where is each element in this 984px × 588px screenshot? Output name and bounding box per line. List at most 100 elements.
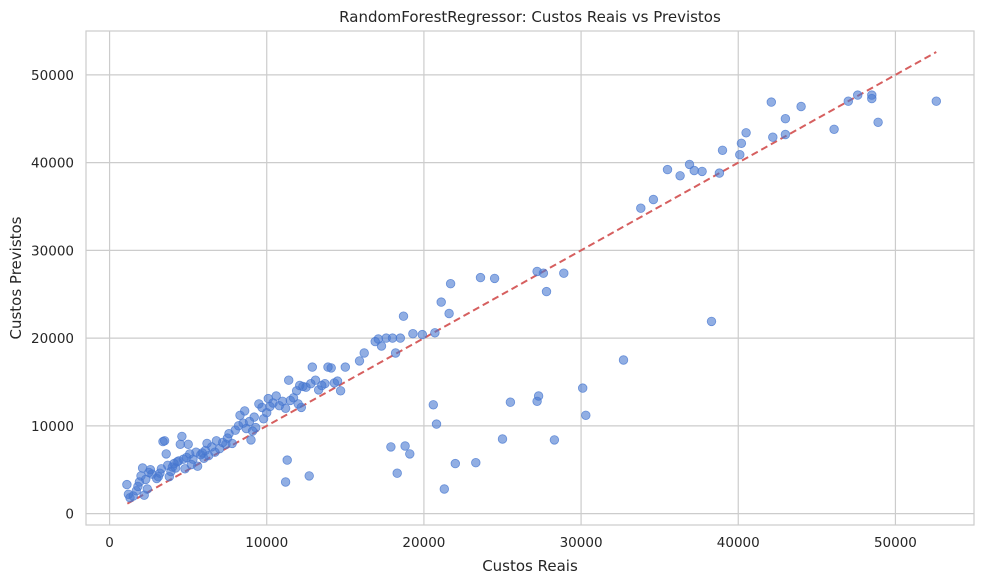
data-point	[768, 132, 778, 142]
data-point	[867, 93, 877, 104]
data-point	[581, 410, 591, 421]
y-tick-labels: 0 10000 20000 30000 40000 50000	[31, 68, 74, 523]
data-point	[392, 468, 402, 478]
data-point	[246, 435, 256, 445]
data-point	[332, 376, 343, 386]
y-tick-label: 20000	[31, 331, 74, 347]
data-point	[445, 279, 456, 289]
data-point	[227, 438, 237, 449]
data-point	[192, 461, 203, 471]
data-point	[689, 165, 699, 176]
data-point	[675, 171, 685, 181]
data-point	[549, 435, 560, 445]
data-point	[489, 273, 500, 284]
data-point	[386, 442, 396, 452]
data-point	[829, 124, 839, 135]
x-tick-label: 30000	[560, 535, 603, 551]
data-point	[684, 159, 695, 170]
data-point	[450, 458, 461, 469]
data-point	[735, 149, 745, 160]
data-point	[853, 90, 863, 100]
data-point	[280, 477, 291, 487]
data-point	[359, 348, 369, 358]
x-tick-label: 10000	[245, 535, 288, 551]
data-point	[122, 479, 132, 490]
data-point	[780, 113, 791, 124]
data-point	[505, 397, 516, 407]
data-point	[497, 434, 508, 444]
data-point	[475, 272, 486, 283]
data-point	[430, 328, 440, 338]
data-point	[417, 329, 428, 340]
data-point	[326, 363, 336, 373]
data-point	[714, 168, 725, 178]
data-point	[717, 145, 728, 156]
data-point	[307, 362, 318, 372]
y-tick-label: 0	[65, 507, 74, 523]
data-point	[340, 362, 351, 372]
data-point	[648, 194, 659, 205]
data-point	[161, 449, 171, 459]
x-tick-label: 20000	[402, 535, 445, 551]
data-point	[538, 268, 549, 278]
data-point	[271, 391, 281, 401]
data-point	[296, 402, 307, 413]
data-point	[636, 203, 646, 213]
data-point	[400, 441, 410, 451]
data-point	[320, 379, 330, 389]
data-point	[780, 129, 791, 140]
data-point	[431, 419, 442, 429]
data-point	[697, 166, 707, 177]
data-point	[405, 449, 415, 459]
data-point	[796, 101, 806, 112]
ideal-prediction-line	[126, 51, 937, 505]
data-point	[471, 458, 481, 468]
x-axis-label: Custos Reais	[482, 557, 578, 575]
y-tick-label: 30000	[31, 243, 74, 259]
data-point	[159, 436, 170, 446]
data-point	[662, 164, 673, 175]
data-point	[239, 406, 250, 416]
data-point	[436, 297, 446, 307]
data-point	[398, 311, 409, 321]
y-tick-label: 40000	[31, 156, 74, 172]
data-point	[280, 403, 291, 414]
data-point	[578, 383, 588, 393]
data-point	[741, 128, 751, 138]
x-tick-label: 40000	[717, 535, 760, 551]
data-point	[387, 333, 398, 343]
data-point	[736, 138, 747, 149]
data-point	[335, 386, 346, 396]
data-point	[142, 484, 153, 494]
data-point	[843, 96, 854, 106]
data-point	[354, 356, 365, 366]
ideal-line-layer	[126, 51, 937, 505]
data-point	[408, 329, 418, 339]
data-point	[284, 375, 294, 385]
y-tick-label: 50000	[31, 68, 74, 84]
data-point	[390, 348, 401, 358]
data-point	[873, 117, 883, 128]
data-point	[541, 286, 552, 297]
data-point	[395, 333, 406, 343]
data-point	[706, 316, 717, 327]
data-point	[282, 455, 292, 465]
data-point	[376, 341, 387, 351]
x-tick-label: 50000	[874, 535, 917, 551]
data-point	[439, 484, 450, 494]
x-tick-label: 0	[105, 535, 114, 551]
data-point	[533, 391, 544, 401]
chart-title: RandomForestRegressor: Custos Reais vs P…	[339, 8, 721, 26]
data-point	[618, 355, 629, 365]
y-axis-label: Custos Previstos	[7, 216, 25, 339]
data-point	[250, 422, 261, 433]
data-point	[177, 431, 187, 442]
data-point	[428, 400, 439, 410]
data-point	[766, 97, 777, 107]
y-tick-label: 10000	[31, 419, 74, 435]
data-point	[249, 412, 259, 422]
data-point	[183, 439, 193, 450]
